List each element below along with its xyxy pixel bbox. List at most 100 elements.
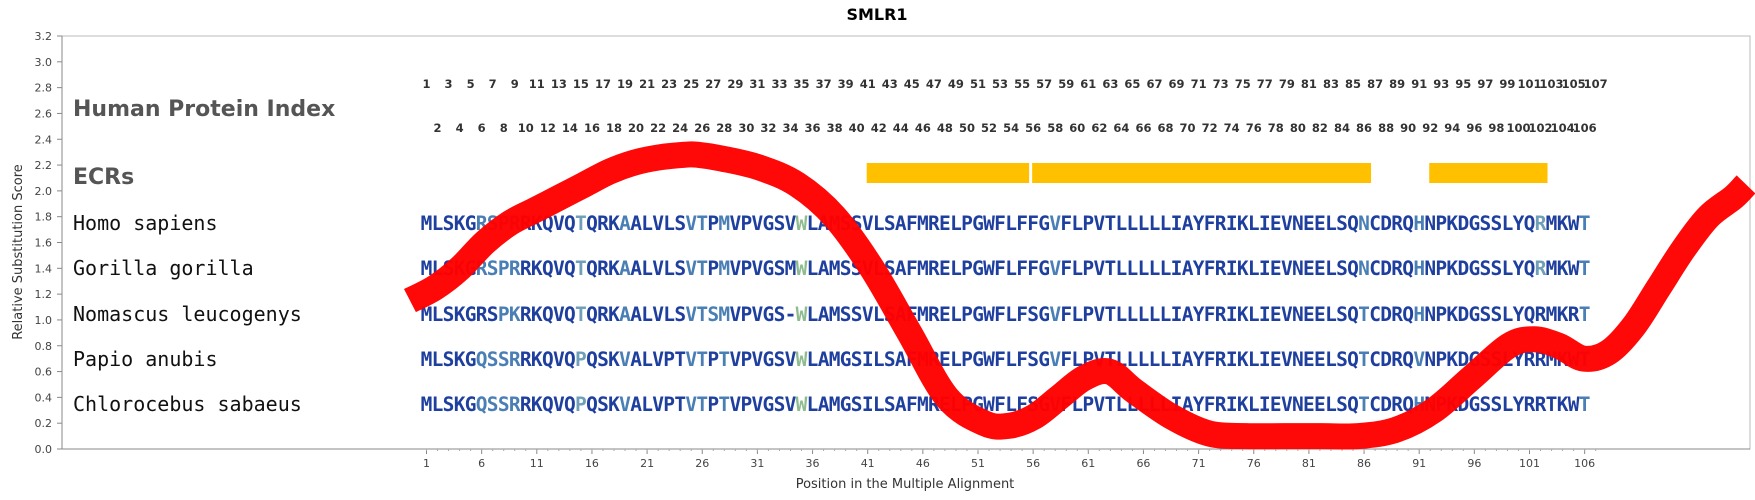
residue: T bbox=[1358, 393, 1370, 416]
residue: L bbox=[1071, 393, 1083, 416]
residue: V bbox=[1281, 257, 1293, 280]
residue: V bbox=[752, 212, 764, 235]
x-tick-label: 66 bbox=[1136, 457, 1150, 470]
residue: G bbox=[972, 393, 984, 416]
residue: R bbox=[1535, 303, 1547, 326]
index-number-odd: 33 bbox=[771, 77, 787, 91]
index-number-odd: 81 bbox=[1301, 77, 1317, 91]
residue: L bbox=[1502, 257, 1514, 280]
residue: S bbox=[774, 212, 786, 235]
index-number-even: 70 bbox=[1180, 121, 1196, 135]
residue: P bbox=[575, 348, 587, 371]
index-number-even: 44 bbox=[893, 121, 909, 135]
residue: F bbox=[1060, 348, 1072, 371]
residue: L bbox=[1502, 393, 1514, 416]
residue: S bbox=[774, 257, 786, 280]
residue: P bbox=[1082, 257, 1094, 280]
residue: V bbox=[1281, 348, 1293, 371]
residue: W bbox=[796, 303, 808, 326]
residue: E bbox=[939, 212, 951, 235]
index-number-odd: 47 bbox=[926, 77, 942, 91]
x-tick-label: 106 bbox=[1574, 457, 1595, 470]
residue: P bbox=[961, 303, 973, 326]
residue: K bbox=[1557, 303, 1569, 326]
index-number-even: 58 bbox=[1047, 121, 1063, 135]
residue: E bbox=[1314, 257, 1326, 280]
residue: S bbox=[443, 303, 455, 326]
residue: Y bbox=[1513, 212, 1525, 235]
residue: P bbox=[707, 212, 719, 235]
residue: K bbox=[1237, 212, 1249, 235]
ecr-bar bbox=[1429, 163, 1548, 183]
residue: R bbox=[1391, 212, 1403, 235]
residue: Y bbox=[1193, 257, 1205, 280]
residue: L bbox=[1005, 257, 1017, 280]
residue: C bbox=[1369, 393, 1381, 416]
residue: V bbox=[1093, 303, 1105, 326]
residue: K bbox=[1557, 257, 1569, 280]
residue: L bbox=[807, 212, 819, 235]
residue: R bbox=[1215, 303, 1227, 326]
residue: L bbox=[1127, 212, 1139, 235]
index-number-even: 80 bbox=[1290, 121, 1306, 135]
index-number-odd: 101 bbox=[1517, 77, 1541, 91]
residue: G bbox=[972, 212, 984, 235]
index-number-even: 46 bbox=[915, 121, 931, 135]
index-number-even: 104 bbox=[1551, 121, 1575, 135]
residue: V bbox=[729, 257, 741, 280]
residue: R bbox=[1215, 212, 1227, 235]
residue: P bbox=[740, 303, 752, 326]
residue: L bbox=[641, 303, 653, 326]
residue: I bbox=[1259, 348, 1271, 371]
residue: L bbox=[1138, 212, 1150, 235]
residue: R bbox=[520, 348, 532, 371]
species-label: Chlorocebus sabaeus bbox=[73, 392, 302, 416]
residue: S bbox=[1480, 212, 1492, 235]
residue: G bbox=[840, 348, 852, 371]
residue: L bbox=[1127, 303, 1139, 326]
residue: S bbox=[498, 393, 510, 416]
residue: C bbox=[1369, 257, 1381, 280]
residue: G bbox=[465, 348, 477, 371]
residue: V bbox=[752, 257, 764, 280]
residue: M bbox=[917, 303, 929, 326]
y-tick-label: 1.8 bbox=[35, 211, 53, 224]
index-number-odd: 83 bbox=[1323, 77, 1339, 91]
residue: A bbox=[619, 303, 631, 326]
residue: G bbox=[763, 348, 775, 371]
y-axis-label: Relative Substitution Score bbox=[11, 164, 26, 340]
residue: V bbox=[729, 212, 741, 235]
residue: E bbox=[1270, 393, 1282, 416]
index-number-odd: 85 bbox=[1345, 77, 1361, 91]
residue: L bbox=[641, 257, 653, 280]
x-axis: 1 6 11 16 21 26 31 36 41 46 51 56 61 66 71 76 81 86 91 96 10… bbox=[62, 448, 1750, 470]
residue: L bbox=[1502, 212, 1514, 235]
residue: L bbox=[1160, 212, 1172, 235]
index-number-odd: 59 bbox=[1058, 77, 1074, 91]
y-tick-label: 1.6 bbox=[35, 237, 53, 250]
index-number-even: 88 bbox=[1378, 121, 1394, 135]
index-number-odd: 43 bbox=[882, 77, 898, 91]
residue: Q bbox=[1524, 303, 1536, 326]
residue: L bbox=[807, 393, 819, 416]
residue: W bbox=[983, 212, 995, 235]
index-number-odd: 41 bbox=[860, 77, 876, 91]
residue: G bbox=[465, 212, 477, 235]
x-tick-label: 76 bbox=[1247, 457, 1261, 470]
residue: K bbox=[608, 257, 620, 280]
residue: L bbox=[432, 257, 444, 280]
index-number-odd: 77 bbox=[1257, 77, 1273, 91]
index-number-even: 32 bbox=[760, 121, 776, 135]
y-tick-label: 3.2 bbox=[35, 30, 53, 43]
y-axis: 0.0 0.2 0.4 0.6 0.8 1.0 1.2 1.4 1.6 1.8 2.0 2.2 2.4 2… bbox=[35, 30, 63, 456]
y-tick-label: 0.8 bbox=[35, 340, 53, 353]
residue: E bbox=[939, 348, 951, 371]
residue: T bbox=[696, 348, 708, 371]
residue: K bbox=[608, 348, 620, 371]
residue: Q bbox=[564, 393, 576, 416]
residue: S bbox=[1491, 393, 1503, 416]
index-number-odd: 79 bbox=[1279, 77, 1295, 91]
x-tick-label: 96 bbox=[1467, 457, 1481, 470]
residue: S bbox=[1491, 303, 1503, 326]
residue: V bbox=[752, 393, 764, 416]
